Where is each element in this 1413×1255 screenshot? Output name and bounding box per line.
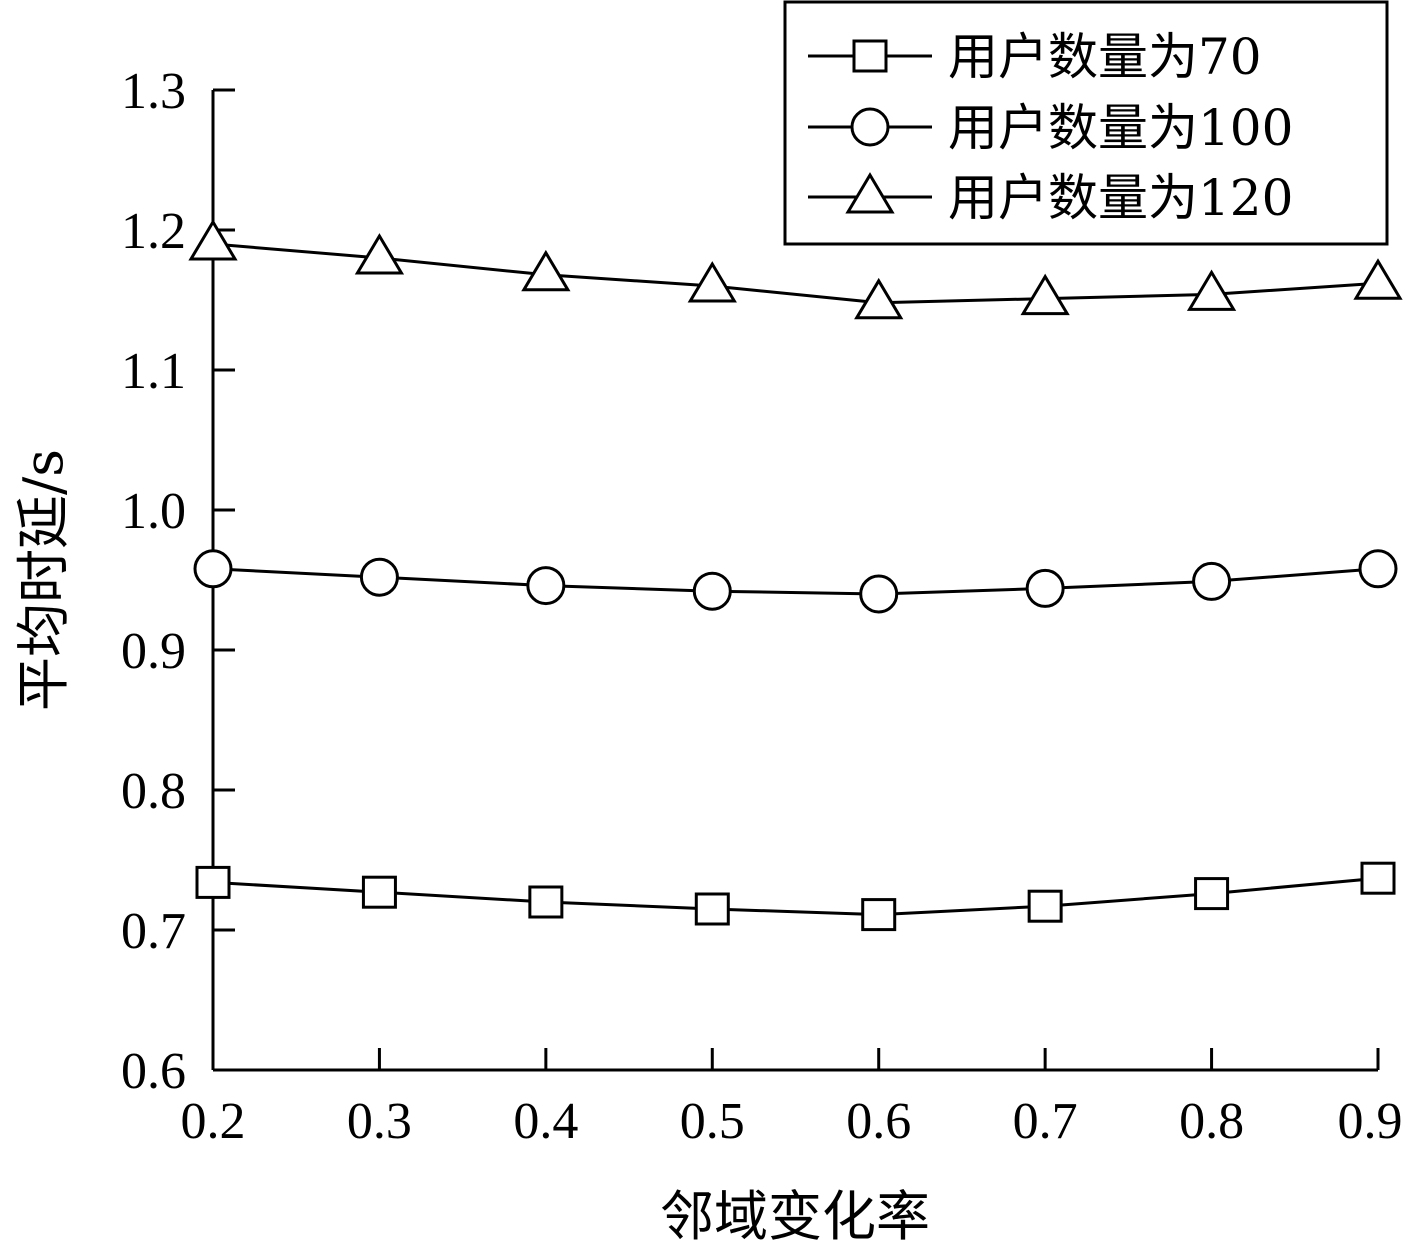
data-point-triangle xyxy=(354,233,405,275)
y-ticks: 0.6 0.7 0.8 0.9 1.0 1.1 1.2 1.3 xyxy=(121,63,235,1100)
data-point-circle xyxy=(526,566,566,606)
data-point-square xyxy=(1360,861,1396,895)
series-line-square xyxy=(212,876,1379,917)
data-point-circle xyxy=(859,574,899,614)
x-tick-label: 0.2 xyxy=(181,1093,246,1150)
data-point-square xyxy=(694,892,730,926)
data-point-circle xyxy=(359,557,399,597)
data-point-square xyxy=(528,885,564,919)
x-ticks: 0.2 0.3 0.4 0.5 0.6 0.7 0.8 0.9 xyxy=(181,1048,1403,1150)
data-point-circle xyxy=(193,549,233,589)
x-tick-label: 0.7 xyxy=(1013,1093,1078,1150)
data-point-circle xyxy=(1358,549,1398,589)
y-axis-title: 平均时延/s xyxy=(12,449,75,711)
data-point-triangle xyxy=(1020,273,1070,316)
x-tick-label: 0.6 xyxy=(846,1093,911,1150)
series-line-circle xyxy=(212,567,1379,596)
series-line-triangle xyxy=(212,242,1379,305)
legend: 用户数量为70 用户数量为100 用户数量为120 xyxy=(783,0,1389,246)
data-point-circle xyxy=(1192,561,1232,601)
x-tick-label: 0.8 xyxy=(1179,1093,1244,1150)
y-tick-label: 1.2 xyxy=(121,203,186,260)
data-point-square xyxy=(1027,889,1063,923)
legend-label: 用户数量为100 xyxy=(948,99,1293,157)
legend-item: 用户数量为120 xyxy=(808,169,1293,227)
y-tick-label: 1.1 xyxy=(121,343,186,400)
x-tick-label: 0.4 xyxy=(513,1093,578,1150)
x-axis-title: 邻域变化率 xyxy=(660,1185,930,1248)
data-point-triangle xyxy=(1353,258,1403,300)
data-point-triangle xyxy=(521,249,571,292)
y-tick-label: 0.9 xyxy=(121,623,186,680)
series-group xyxy=(188,219,1403,932)
series-square xyxy=(195,861,1396,932)
y-tick-label: 0.6 xyxy=(121,1043,186,1100)
legend-item: 用户数量为70 xyxy=(808,28,1262,86)
data-point-triangle xyxy=(854,277,904,320)
y-tick-label: 1.0 xyxy=(121,483,186,540)
legend-marker-triangle xyxy=(845,172,895,214)
data-point-circle xyxy=(1025,568,1065,608)
data-point-square xyxy=(361,875,397,909)
data-point-triangle xyxy=(1186,269,1237,311)
y-tick-label: 0.8 xyxy=(121,763,186,820)
legend-marker-square xyxy=(852,39,888,73)
data-point-circle xyxy=(692,571,732,611)
legend-label: 用户数量为70 xyxy=(948,28,1262,86)
y-tick-label: 0.7 xyxy=(121,903,186,960)
series-circle xyxy=(193,549,1398,614)
x-tick-label: 0.9 xyxy=(1338,1093,1403,1150)
x-tick-label: 0.5 xyxy=(680,1093,745,1150)
series-triangle xyxy=(188,219,1403,320)
legend-label: 用户数量为120 xyxy=(948,169,1293,227)
data-point-square xyxy=(195,865,231,899)
data-point-triangle xyxy=(687,261,737,303)
data-point-triangle xyxy=(188,219,238,261)
data-point-square xyxy=(1194,877,1230,911)
legend-marker-circle xyxy=(850,107,890,147)
y-tick-label: 1.3 xyxy=(121,63,186,120)
x-tick-label: 0.3 xyxy=(347,1093,412,1150)
data-point-square xyxy=(861,898,897,932)
legend-item: 用户数量为100 xyxy=(808,99,1293,157)
